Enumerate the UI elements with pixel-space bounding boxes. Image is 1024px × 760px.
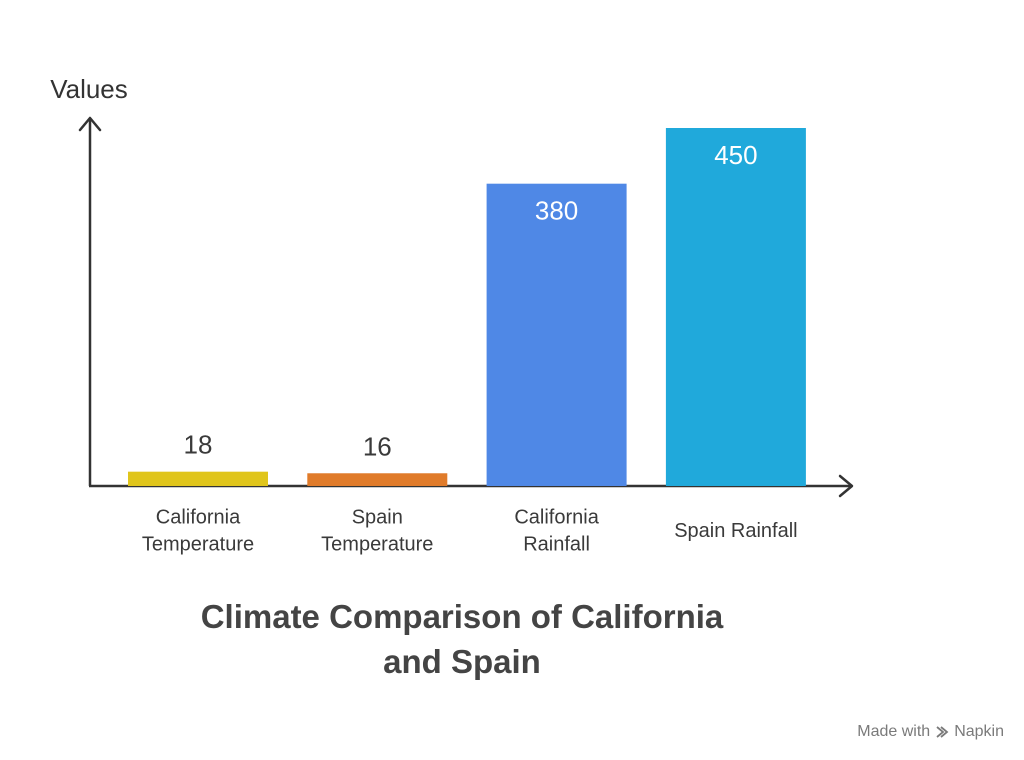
value-labels: 18 16 380 450	[184, 140, 758, 461]
watermark-prefix: Made with	[857, 723, 931, 740]
chart-title-line-1: and Spain	[383, 643, 541, 680]
category-label-2-line-1: Rainfall	[523, 534, 590, 556]
category-label-0-line-0: California	[156, 507, 241, 529]
category-label-2-line-0: California	[514, 507, 599, 529]
category-labels: California Temperature Spain Temperature Cal…	[142, 507, 798, 556]
category-label-0-line-1: Temperature	[142, 534, 254, 556]
bars	[128, 128, 806, 486]
napkin-logo-icon	[936, 726, 949, 738]
y-axis-arrow	[78, 116, 102, 132]
category-label-1-line-0: Spain	[352, 507, 403, 529]
bar-1	[307, 473, 448, 486]
chart-title-line-0: Climate Comparison of California	[201, 598, 724, 635]
chart-title: Climate Comparison of California and Spai…	[201, 598, 724, 680]
value-label-2: 380	[535, 196, 578, 226]
bar-0	[128, 471, 268, 486]
x-axis-arrow	[838, 474, 854, 498]
value-label-3: 450	[714, 140, 757, 170]
bar-3	[665, 128, 806, 486]
category-label-3-line-0: Spain Rainfall	[674, 520, 797, 542]
y-axis-label: Values	[50, 74, 128, 104]
value-label-0: 18	[184, 430, 213, 460]
watermark-brand: Napkin	[954, 723, 1004, 740]
category-label-1-line-1: Temperature	[321, 534, 433, 556]
bar-2	[486, 183, 627, 486]
watermark: Made with Napkin	[857, 723, 1004, 741]
value-label-1: 16	[363, 431, 392, 461]
